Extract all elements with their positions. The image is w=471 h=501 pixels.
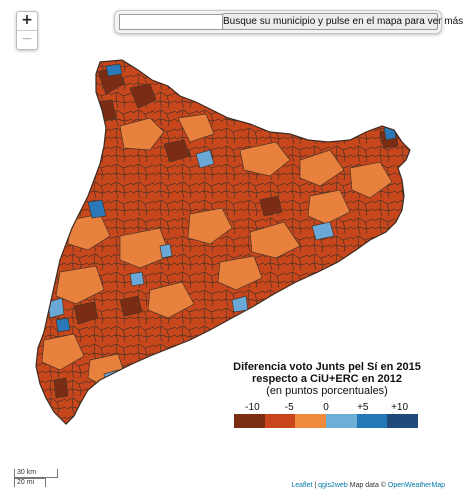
scale-mi: 20 mi bbox=[14, 478, 46, 487]
zoom-in-button[interactable]: + bbox=[21, 12, 33, 28]
qgis2web-link[interactable]: qgis2web bbox=[318, 482, 348, 489]
legend-color-bar bbox=[234, 414, 419, 428]
map-data-text: Map data © bbox=[349, 482, 386, 489]
legend-tick: 0 bbox=[323, 402, 329, 413]
search-input[interactable] bbox=[119, 14, 225, 30]
legend-swatch bbox=[234, 414, 265, 428]
legend-title-line2: respecto a CiU+ERC en 2012 bbox=[251, 373, 403, 385]
attribution-separator: | bbox=[314, 482, 317, 489]
search-button[interactable]: Busque su municipio y pulse en el mapa p… bbox=[222, 13, 463, 30]
legend-swatch bbox=[387, 414, 419, 428]
legend-swatch bbox=[326, 414, 357, 428]
legend-swatch bbox=[356, 414, 388, 428]
legend-title-line3: (en puntos porcentuales) bbox=[266, 385, 388, 397]
zoom-out-button[interactable]: − bbox=[17, 30, 37, 49]
legend-ticks: -10 -5 0 +5 +10 bbox=[234, 402, 418, 414]
legend-title-line1: Diferencia voto Junts pel Sí en 2015 bbox=[233, 361, 421, 373]
attribution: Leaflet | qgis2web Map data © OpenWeathe… bbox=[291, 482, 445, 489]
openweathermap-link[interactable]: OpenWeatherMap bbox=[387, 482, 445, 489]
legend-tick: -10 bbox=[245, 402, 260, 413]
legend-tick: -5 bbox=[284, 402, 294, 413]
legend-tick: +5 bbox=[357, 402, 369, 413]
zoom-control: + − bbox=[16, 11, 38, 50]
leaflet-link[interactable]: Leaflet bbox=[291, 482, 313, 489]
scale-km: 30 km bbox=[14, 469, 58, 478]
legend-title: Diferencia voto Junts pel Sí en 2015 res… bbox=[222, 361, 432, 397]
scale-bar: 30 km 20 mi bbox=[14, 469, 58, 487]
legend-tick: +10 bbox=[391, 402, 409, 413]
search-box: Busque su municipio y pulse en el mapa p… bbox=[114, 10, 463, 34]
legend-swatch bbox=[264, 414, 296, 428]
legend-swatch bbox=[295, 414, 327, 428]
